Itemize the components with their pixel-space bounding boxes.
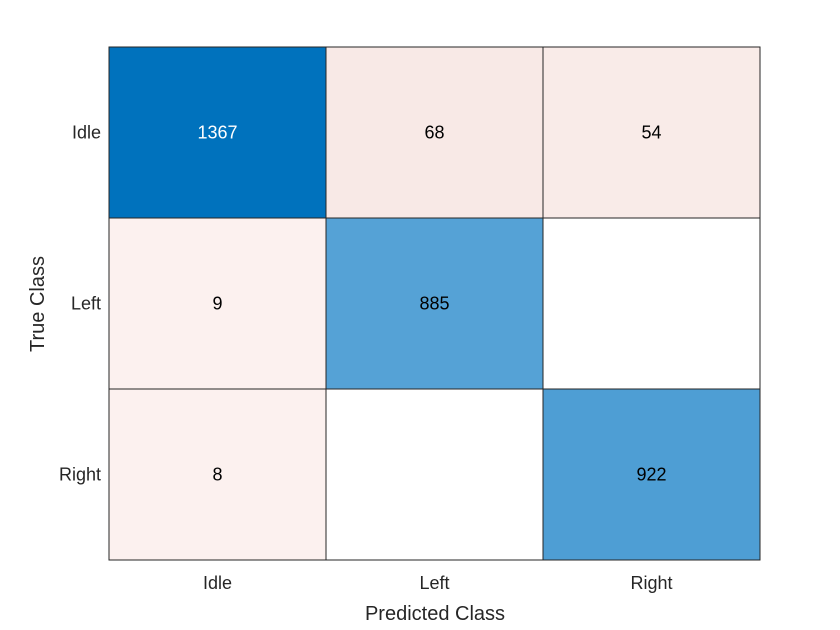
y-tick-labels: Idle Left Right [59, 123, 101, 485]
cell-value-idle-left: 68 [424, 123, 444, 143]
x-tick-right: Right [630, 573, 672, 593]
heatmap-cells [108, 46, 761, 561]
heatmap-cell-left-idle [108, 217, 327, 390]
cell-value-idle-right: 54 [641, 123, 661, 143]
heatmap-cell-idle-left [325, 46, 544, 219]
x-tick-left: Left [419, 573, 449, 593]
x-tick-labels: Idle Left Right [203, 573, 673, 593]
cell-value-left-left: 885 [419, 294, 449, 314]
y-tick-left: Left [71, 294, 101, 314]
y-axis-label: True Class [27, 256, 49, 352]
cell-value-labels: 1367 68 54 9 885 8 922 [197, 123, 666, 485]
heatmap-cell-left-right [542, 217, 761, 390]
heatmap-cell-right-left [325, 388, 544, 561]
cell-value-right-right: 922 [636, 465, 666, 485]
heatmap-cell-idle-idle [108, 46, 327, 219]
x-axis-label: Predicted Class [365, 603, 505, 625]
heatmap-cell-right-right [542, 388, 761, 561]
y-tick-idle: Idle [72, 123, 101, 143]
cell-value-left-idle: 9 [212, 294, 222, 314]
cell-value-right-idle: 8 [212, 465, 222, 485]
x-tick-idle: Idle [203, 573, 232, 593]
heatmap-cell-right-idle [108, 388, 327, 561]
cell-value-idle-idle: 1367 [197, 123, 237, 143]
y-tick-right: Right [59, 465, 101, 485]
heatmap-cell-idle-right [542, 46, 761, 219]
